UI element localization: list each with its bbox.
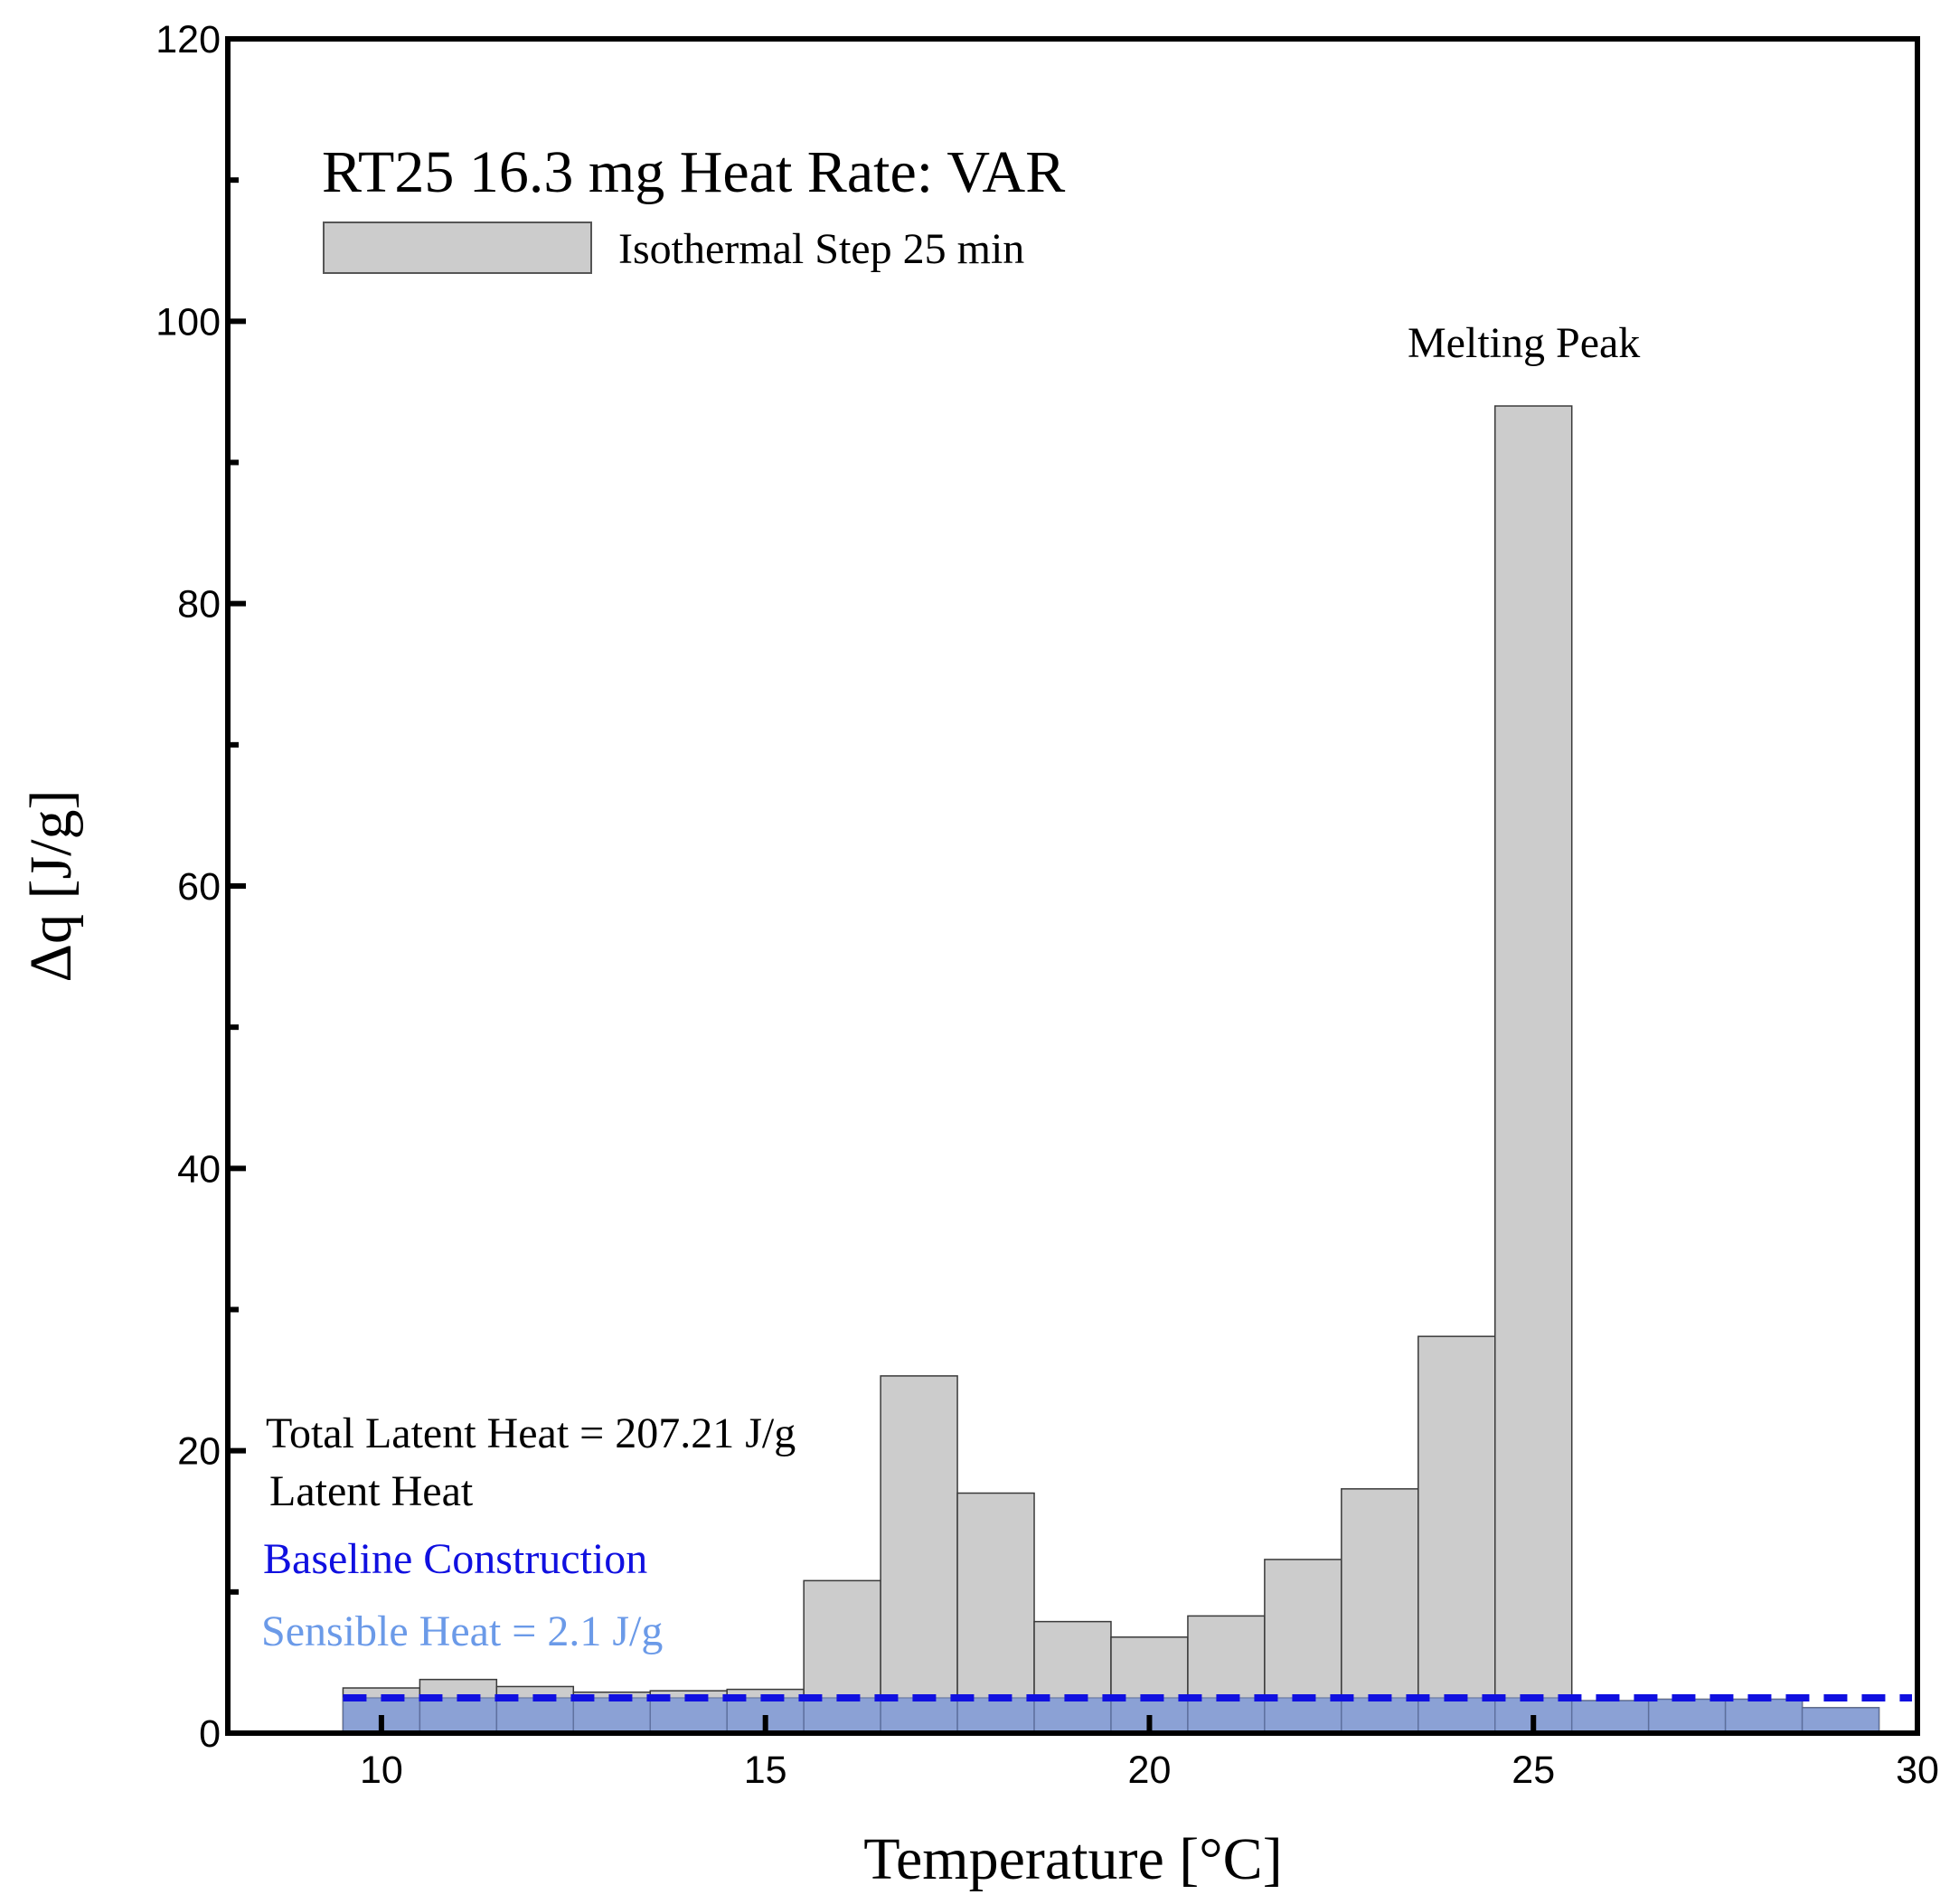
y-axis-title: Δq [J/g] [18,790,84,983]
x-tick-label-30: 30 [1896,1748,1939,1792]
y-tick-label-0: 0 [199,1712,221,1756]
latent-heat-label: Latent Heat [269,1467,474,1515]
sensible-bar-14 [649,1697,728,1734]
melting-peak-label: Melting Peak [1408,319,1640,367]
sensible-bar-27 [1648,1699,1727,1734]
baseline-construction-label: Baseline Construction [263,1535,647,1583]
chart-title: RT25 16.3 mg Heat Rate: VAR [322,139,1065,205]
sensible-bar-12 [495,1697,574,1734]
y-tick-label-100: 100 [155,300,221,344]
sensible-bar-29 [1802,1707,1880,1734]
x-axis-title: Temperature [°C] [863,1826,1282,1892]
x-tick-label-25: 25 [1512,1748,1555,1792]
bar-17 [880,1375,958,1734]
bar-18 [956,1492,1035,1734]
y-tick-label-20: 20 [177,1430,221,1474]
total-latent-heat-label: Total Latent Heat = 207.21 J/g [266,1409,796,1457]
sensible-bar-18 [956,1697,1035,1734]
sensible-bar-23 [1341,1697,1419,1734]
sensible-bar-26 [1571,1700,1650,1734]
sensible-bar-16 [803,1697,881,1734]
y-tick-label-80: 80 [177,583,221,627]
ticks-layer: 0 20 40 60 80 100 120 10 15 20 25 30 [155,18,1939,1792]
legend-swatch [323,222,592,274]
sensible-bar-19 [1033,1697,1112,1734]
sensible-bar-21 [1187,1697,1266,1734]
sensible-bar-11 [419,1697,497,1734]
y-tick-label-40: 40 [177,1147,221,1191]
sensible-heat-label: Sensible Heat = 2.1 J/g [261,1607,663,1655]
y-tick-label-60: 60 [177,865,221,909]
sensible-bar-28 [1725,1699,1804,1734]
bar-25 [1494,405,1573,1734]
bar-24 [1417,1335,1496,1734]
sensible-bar-13 [572,1697,651,1734]
y-tick-label-120: 120 [155,18,221,61]
sensible-bar-24 [1417,1697,1496,1734]
x-tick-label-20: 20 [1128,1748,1172,1792]
legend-label: Isothermal Step 25 min [618,225,1024,273]
x-tick-label-15: 15 [744,1748,787,1792]
bar-23 [1341,1488,1419,1734]
sensible-bar-17 [880,1697,958,1734]
sensible-heat-layer [342,1697,1880,1734]
x-tick-label-10: 10 [360,1748,403,1792]
sensible-bar-22 [1264,1697,1342,1734]
